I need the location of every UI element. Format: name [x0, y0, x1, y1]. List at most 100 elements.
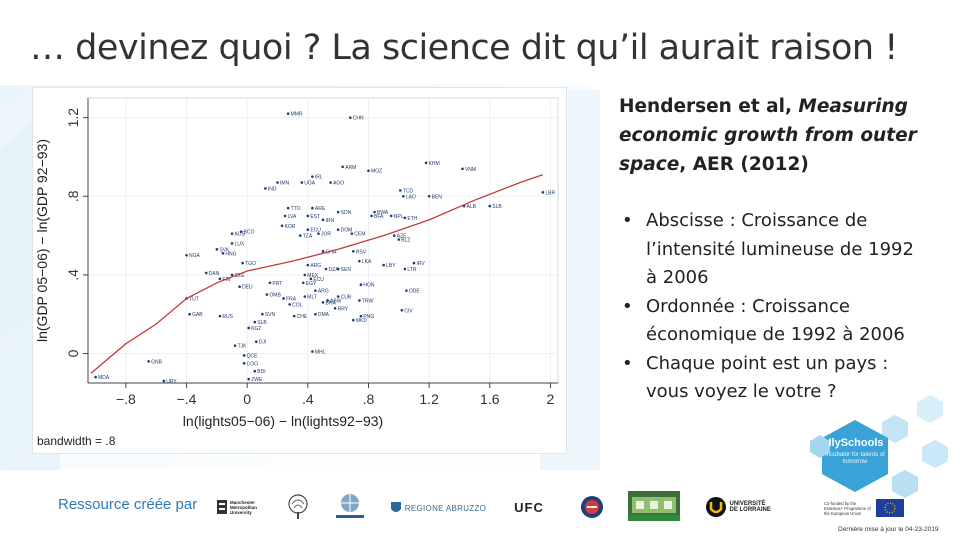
scatter-point [424, 161, 428, 165]
scatter-point [352, 318, 355, 322]
point-label: TJK [238, 344, 248, 350]
scatter-point [242, 362, 246, 365]
point-label: FRA [286, 296, 297, 302]
manchester-logo: Manchester Metropolitan University [216, 496, 272, 518]
point-label: ALB [467, 204, 477, 210]
scatter-point [326, 299, 329, 302]
scatter-point [239, 230, 243, 233]
scatter-point [427, 194, 431, 198]
erasmus-logo-text: Co-funded by the Erasmus+ Programme of t… [824, 500, 871, 516]
scatter-point [336, 295, 340, 298]
scatter-point [204, 271, 208, 275]
point-label: ARE [315, 206, 326, 212]
point-label: MDA [98, 375, 110, 381]
manchester-logo-text: Manchester Metropolitan University [230, 499, 257, 515]
scatter-point [283, 214, 287, 218]
reference-authors: Hendersen et al, [619, 96, 799, 117]
scatter-point [162, 379, 166, 383]
point-label: SLB [257, 320, 267, 326]
scatter-point [311, 350, 314, 353]
point-label: HON [363, 283, 375, 289]
scatter-point [382, 263, 385, 267]
scatter-point [253, 369, 257, 373]
scatter-point [261, 312, 264, 316]
point-label: SLB [492, 204, 502, 210]
point-label: NGA [189, 253, 201, 259]
scatter-point [242, 354, 246, 357]
ilyschools-logo-tagline: Incubator for talents of tomorrow [825, 452, 885, 465]
partner-globe-logo [330, 492, 370, 520]
point-label: TZA [303, 234, 313, 240]
x-tick-label: 1.2 [419, 391, 439, 407]
point-label: ODE [409, 289, 421, 295]
scatter-point [403, 216, 407, 220]
scatter-point [185, 253, 188, 257]
x-tick-label: .8 [363, 391, 375, 407]
slide-title: … devinez quoi ? La science dit qu’il au… [30, 28, 898, 68]
point-label: HNG [225, 251, 236, 257]
scatter-point [314, 289, 317, 292]
reference-journal: , AER (2012) [679, 154, 809, 175]
point-label: RRY [338, 306, 349, 312]
point-label: JOR [321, 232, 331, 238]
bullet-text: Ordonnée : Croissance économique de 1992… [646, 295, 905, 346]
partner-building-logo [628, 491, 680, 521]
point-label: MMR [291, 112, 303, 118]
point-label: CHE [297, 314, 308, 320]
footer-credit-label: Ressource créée par [58, 496, 198, 513]
scatter-point [333, 307, 337, 310]
scatter-point [350, 232, 354, 235]
bullet-item: • Chaque point est un pays : vous voyez l… [622, 350, 922, 407]
scatter-point [358, 299, 361, 302]
tree-icon [288, 494, 308, 519]
globe-icon [336, 494, 364, 518]
point-label: SEN [341, 267, 352, 273]
scatter-point [461, 167, 464, 171]
regression-line [90, 174, 544, 374]
scatter-point [317, 232, 320, 235]
ufc-logo: UFC [512, 494, 546, 520]
point-label: IRV [416, 261, 425, 267]
point-label: COL [292, 302, 303, 308]
point-label: TGO [245, 261, 256, 267]
scatter-point [215, 248, 219, 251]
lorraine-emblem-icon [705, 497, 726, 517]
bullet-text: Abscisse : Croissance de l’intensité lum… [646, 210, 914, 288]
point-label: CHN [353, 116, 364, 122]
scatter-point [306, 214, 310, 218]
reference-citation: Hendersen et al, Measuring economic grow… [619, 92, 919, 179]
scatter-point [402, 194, 405, 198]
scatter-point [358, 259, 361, 263]
scatter-point [301, 281, 305, 285]
point-label: IMN [280, 181, 290, 187]
point-label: RUS [222, 314, 233, 320]
point-label: BRA [326, 300, 337, 306]
x-axis-label: ln(lights05−06) − ln(lights92−93) [183, 413, 383, 429]
point-label: KGZ [251, 326, 261, 332]
scatter-point [218, 314, 222, 318]
point-label: TCD [403, 188, 414, 194]
point-label: OMB [269, 293, 281, 299]
scatter-point [247, 377, 251, 381]
scatter-point [303, 273, 307, 277]
bullet-item: • Abscisse : Croissance de l’intensité lu… [622, 207, 922, 293]
scatter-point [286, 206, 290, 210]
scatter-point [403, 267, 407, 271]
scatter-point [370, 214, 373, 218]
point-label: AZE [397, 234, 407, 240]
point-label: UGA [304, 181, 316, 187]
point-label: LUX [235, 241, 245, 247]
point-label: MHL [315, 350, 326, 356]
scatter-point [230, 242, 234, 245]
point-label: BEN [432, 194, 443, 200]
x-tick-label: 2 [547, 391, 555, 407]
scatter-point [221, 251, 225, 255]
scatter-point [389, 214, 393, 218]
bullet-list: • Abscisse : Croissance de l’intensité lu… [622, 207, 922, 407]
ufc-logo-text: UFC [514, 499, 544, 515]
scatter-point [359, 314, 363, 318]
point-label: VNM [465, 167, 476, 173]
erasmus-logo: Co-funded by the Erasmus+ Programme of t… [822, 498, 906, 518]
building-photo-icon [628, 491, 680, 521]
scatter-point [282, 297, 285, 300]
